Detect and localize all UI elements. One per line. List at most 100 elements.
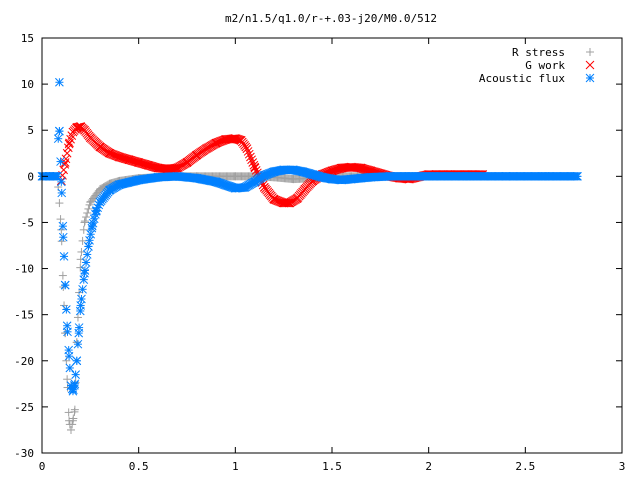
plot-marks [37, 77, 582, 434]
data-point [74, 328, 84, 338]
legend-label: R stress [512, 46, 565, 59]
data-point [82, 250, 92, 259]
data-point [60, 301, 69, 310]
data-point [134, 158, 144, 167]
data-point [170, 163, 180, 173]
data-point [57, 188, 67, 198]
data-point [80, 125, 89, 135]
data-point [250, 177, 260, 187]
data-point [283, 198, 292, 208]
data-point [68, 416, 77, 425]
x-tick-label: 2 [425, 460, 432, 473]
x-axis: 0 0.5 1 1.5 2 2.5 3 [39, 38, 626, 473]
data-point [62, 356, 71, 365]
data-point [250, 162, 260, 172]
data-point [56, 177, 66, 187]
data-point [67, 425, 75, 434]
x-tick-label: 1.5 [322, 460, 342, 473]
data-point [153, 172, 163, 182]
y-tick-label: -10 [14, 263, 34, 276]
data-point [72, 356, 82, 366]
x-tick-label: 1 [232, 460, 239, 473]
data-point [78, 236, 87, 245]
data-point [81, 258, 91, 267]
data-point [86, 198, 95, 207]
data-point [58, 232, 68, 242]
y-tick-label: -30 [14, 447, 34, 460]
data-point [327, 166, 337, 176]
data-point [337, 175, 347, 185]
data-point [70, 405, 79, 414]
data-point [56, 215, 65, 224]
data-point [462, 171, 472, 181]
data-point [71, 370, 80, 379]
data-point [96, 185, 104, 194]
data-point [385, 171, 395, 181]
x-tick-label: 0.5 [129, 460, 149, 473]
data-point [76, 263, 85, 272]
y-tick-label: 15 [21, 32, 34, 45]
data-point [60, 280, 70, 290]
data-point [337, 163, 347, 173]
data-point [232, 134, 241, 144]
data-point [83, 208, 92, 217]
data-point [70, 379, 80, 389]
x-tick-label: 3 [619, 460, 626, 473]
data-point [404, 171, 414, 181]
data-point [64, 139, 74, 149]
data-point [153, 163, 163, 173]
data-point [85, 133, 95, 142]
data-point [247, 155, 256, 165]
data-point [172, 163, 182, 173]
data-point [73, 339, 83, 349]
y-tick-label: -15 [14, 309, 34, 322]
data-point [73, 313, 82, 322]
data-point [242, 144, 252, 154]
data-point [55, 199, 64, 208]
data-point [64, 408, 73, 417]
data-point [366, 172, 376, 182]
data-point [65, 363, 75, 373]
data-point [298, 167, 308, 177]
data-point [62, 305, 71, 314]
data-point [124, 155, 134, 165]
data-point [346, 174, 356, 184]
data-point [346, 162, 356, 172]
y-tick-label: 10 [21, 78, 34, 91]
data-point [59, 252, 69, 261]
data-point [143, 160, 153, 170]
data-point [308, 170, 318, 179]
data-point [84, 204, 93, 213]
data-point [269, 195, 279, 204]
data-point [78, 284, 87, 294]
data-point [76, 301, 86, 310]
data-point [211, 138, 221, 148]
data-point [182, 158, 192, 167]
data-point [288, 165, 298, 175]
data-point [244, 149, 254, 159]
data-point [53, 134, 63, 144]
data-point [285, 198, 294, 208]
data-point [62, 148, 72, 158]
data-point [134, 175, 144, 185]
series-g-work [56, 122, 488, 208]
y-axis: -30 -25 -20 -15 -10 -5 0 5 10 15 [14, 32, 622, 460]
data-point [79, 225, 88, 234]
chart-title: m2/n1.5/q1.0/r-+.03-j20/M0.0/512 [225, 12, 437, 25]
data-point [221, 135, 231, 144]
data-point [91, 207, 101, 216]
data-point [58, 271, 67, 280]
data-point [259, 183, 269, 192]
data-point [289, 175, 298, 184]
data-point [55, 126, 64, 136]
data-point [236, 136, 246, 145]
data-point [58, 221, 68, 231]
series-acoustic-flux [37, 77, 582, 396]
data-point [172, 171, 182, 181]
data-point [356, 163, 366, 173]
data-point [249, 160, 259, 170]
data-point [87, 221, 97, 231]
data-point [269, 167, 279, 177]
x-tick-label: 2.5 [515, 460, 535, 473]
